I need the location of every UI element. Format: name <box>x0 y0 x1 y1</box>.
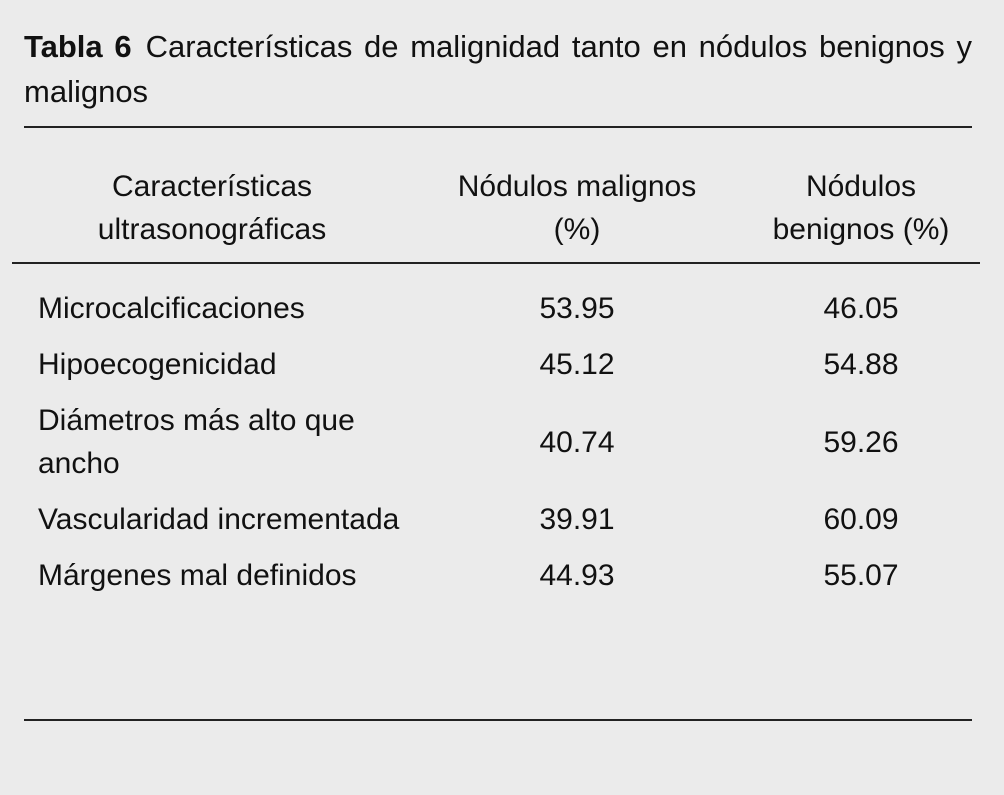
value-cell: 59.26 <box>823 425 899 459</box>
header-cell: Nódulos malignos (%) <box>457 170 697 246</box>
header-cell: Nódulos benignos (%) <box>772 170 950 246</box>
table-row: Diámetros más alto que ancho 40.74 59.26 <box>12 399 980 498</box>
row-label: Diámetros más alto que ancho <box>38 404 355 480</box>
value-cell: 44.93 <box>539 559 615 592</box>
value-cell: 40.74 <box>539 425 615 459</box>
value-cell: 39.91 <box>539 503 615 536</box>
value-cell: 53.95 <box>539 292 615 325</box>
table: Características ultrasonográficas Nódulo… <box>12 165 980 610</box>
caption: Tabla 6 Características de malignidad tan… <box>24 24 972 114</box>
value-cell: 46.05 <box>823 292 899 325</box>
table-row: Microcalcificaciones 53.95 46.05 <box>12 263 980 343</box>
header-rule <box>12 262 980 264</box>
row-label: Hipoecogenicidad <box>38 348 277 381</box>
caption-label: Tabla 6 <box>24 29 132 64</box>
value-cell: 54.88 <box>823 348 899 381</box>
value-cell: 60.09 <box>823 503 899 536</box>
bottom-rule <box>24 719 972 721</box>
caption-text: Características de malignidad tanto en n… <box>24 29 972 109</box>
value-cell: 55.07 <box>823 559 899 592</box>
row-label: Vascularidad incrementada <box>38 503 400 536</box>
table-row: Márgenes mal definidos 44.93 55.07 <box>12 554 980 610</box>
top-rule <box>24 126 972 128</box>
table-row: Vascularidad incrementada 39.91 60.09 <box>12 498 980 554</box>
row-label: Microcalcificaciones <box>38 292 305 325</box>
value-cell: 45.12 <box>539 348 615 381</box>
table-row: Hipoecogenicidad 45.12 54.88 <box>12 343 980 399</box>
row-label: Márgenes mal definidos <box>38 559 357 592</box>
table-body: Microcalcificaciones 53.95 46.05 Hipoecogen… <box>12 263 980 610</box>
header-cell: Características ultrasonográficas <box>97 170 327 246</box>
